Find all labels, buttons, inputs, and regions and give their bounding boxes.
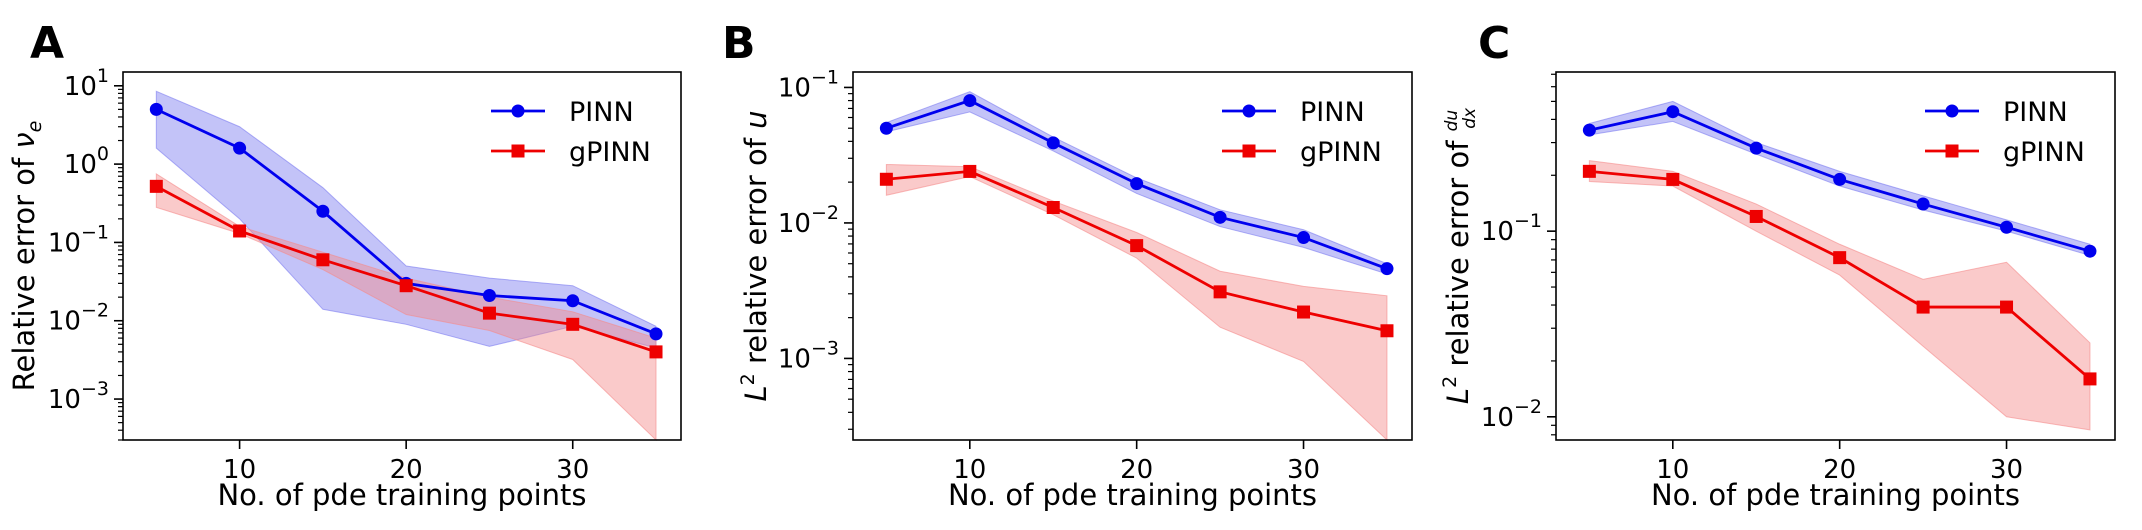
x-tick-label: 20 bbox=[1823, 455, 1856, 485]
point-pinn bbox=[1380, 262, 1394, 276]
panel-letter: A bbox=[30, 18, 64, 69]
y-tick-label: 10−1 bbox=[48, 221, 109, 258]
point-gpinn bbox=[963, 164, 977, 178]
legend-label-gpinn: gPINN bbox=[1300, 137, 1382, 168]
legend-label-pinn: PINN bbox=[2003, 97, 2068, 128]
point-pinn bbox=[1046, 136, 1060, 150]
point-gpinn bbox=[1749, 209, 1763, 223]
legend-label-pinn: PINN bbox=[569, 97, 634, 128]
point-pinn bbox=[1297, 231, 1311, 245]
point-gpinn bbox=[149, 179, 163, 193]
panel-letter: C bbox=[1478, 18, 1510, 69]
y-tick-label: 101 bbox=[64, 65, 109, 102]
band-gpinn bbox=[885, 163, 1388, 442]
legend-marker-pinn bbox=[1945, 104, 1959, 118]
y-tick-label: 10−1 bbox=[1481, 210, 1542, 247]
y-axis-label: Relative error of νe bbox=[7, 121, 46, 392]
point-gpinn bbox=[1582, 164, 1596, 178]
y-tick-label: 10−1 bbox=[778, 66, 839, 103]
point-gpinn bbox=[879, 172, 893, 186]
point-pinn bbox=[316, 204, 330, 218]
point-gpinn bbox=[1666, 172, 1680, 186]
legend-label-gpinn: gPINN bbox=[569, 137, 651, 168]
point-gpinn bbox=[1213, 285, 1227, 299]
y-tick-label: 10−2 bbox=[48, 300, 109, 337]
point-pinn bbox=[2000, 220, 2014, 234]
y-tick-label: 10−3 bbox=[48, 378, 109, 415]
point-pinn bbox=[233, 141, 247, 155]
point-pinn bbox=[482, 289, 496, 303]
x-tick-label: 30 bbox=[556, 455, 589, 485]
point-pinn bbox=[566, 294, 580, 308]
point-pinn bbox=[2083, 244, 2097, 258]
point-gpinn bbox=[316, 253, 330, 267]
x-axis-label: No. of pde training points bbox=[1651, 478, 2020, 512]
point-gpinn bbox=[649, 345, 663, 359]
point-gpinn bbox=[1297, 305, 1311, 319]
legend-marker-pinn bbox=[511, 104, 525, 118]
point-pinn bbox=[963, 94, 977, 108]
x-tick-label: 20 bbox=[390, 455, 423, 485]
legend-marker-pinn bbox=[1242, 104, 1256, 118]
y-tick-label: 10−2 bbox=[778, 202, 839, 239]
point-pinn bbox=[1749, 141, 1763, 155]
y-tick-label: 10−3 bbox=[778, 337, 839, 374]
point-gpinn bbox=[1130, 239, 1144, 253]
x-tick-label: 10 bbox=[1656, 455, 1689, 485]
point-pinn bbox=[879, 121, 893, 135]
y-axis-label: L2 relative error of dudx bbox=[1439, 107, 1480, 404]
point-gpinn bbox=[566, 317, 580, 331]
point-gpinn bbox=[482, 306, 496, 320]
axes-frame bbox=[1555, 71, 2116, 441]
x-axis-label: No. of pde training points bbox=[217, 478, 586, 512]
x-tick-label: 30 bbox=[1287, 455, 1320, 485]
point-pinn bbox=[1130, 177, 1144, 191]
legend-marker-gpinn bbox=[1242, 144, 1256, 158]
panel-letter: B bbox=[722, 18, 756, 69]
point-gpinn bbox=[399, 279, 413, 293]
point-pinn bbox=[1833, 172, 1847, 186]
point-gpinn bbox=[2000, 300, 2014, 314]
point-pinn bbox=[649, 327, 663, 341]
point-pinn bbox=[149, 102, 163, 116]
point-pinn bbox=[1213, 210, 1227, 224]
y-tick-label: 100 bbox=[64, 143, 109, 180]
x-tick-label: 20 bbox=[1120, 455, 1153, 485]
y-tick-label: 10−2 bbox=[1481, 396, 1542, 433]
x-tick-label: 30 bbox=[1990, 455, 2023, 485]
point-pinn bbox=[1666, 105, 1680, 119]
band-gpinn bbox=[1588, 160, 2091, 431]
axes-frame bbox=[122, 71, 682, 441]
legend-marker-gpinn bbox=[511, 144, 525, 158]
legend-label-pinn: PINN bbox=[1300, 97, 1365, 128]
point-pinn bbox=[1916, 197, 1930, 211]
point-gpinn bbox=[1046, 200, 1060, 214]
y-axis-label: L2 relative error of u bbox=[737, 110, 773, 401]
legend-marker-gpinn bbox=[1945, 144, 1959, 158]
axes-frame bbox=[852, 71, 1413, 441]
legend-label-gpinn: gPINN bbox=[2003, 137, 2085, 168]
x-tick-label: 10 bbox=[953, 455, 986, 485]
point-gpinn bbox=[1833, 251, 1847, 265]
point-gpinn bbox=[233, 224, 247, 238]
point-gpinn bbox=[2083, 372, 2097, 386]
point-gpinn bbox=[1916, 300, 1930, 314]
x-tick-label: 10 bbox=[223, 455, 256, 485]
x-axis-label: No. of pde training points bbox=[948, 478, 1317, 512]
point-pinn bbox=[1582, 123, 1596, 137]
point-gpinn bbox=[1380, 324, 1394, 338]
